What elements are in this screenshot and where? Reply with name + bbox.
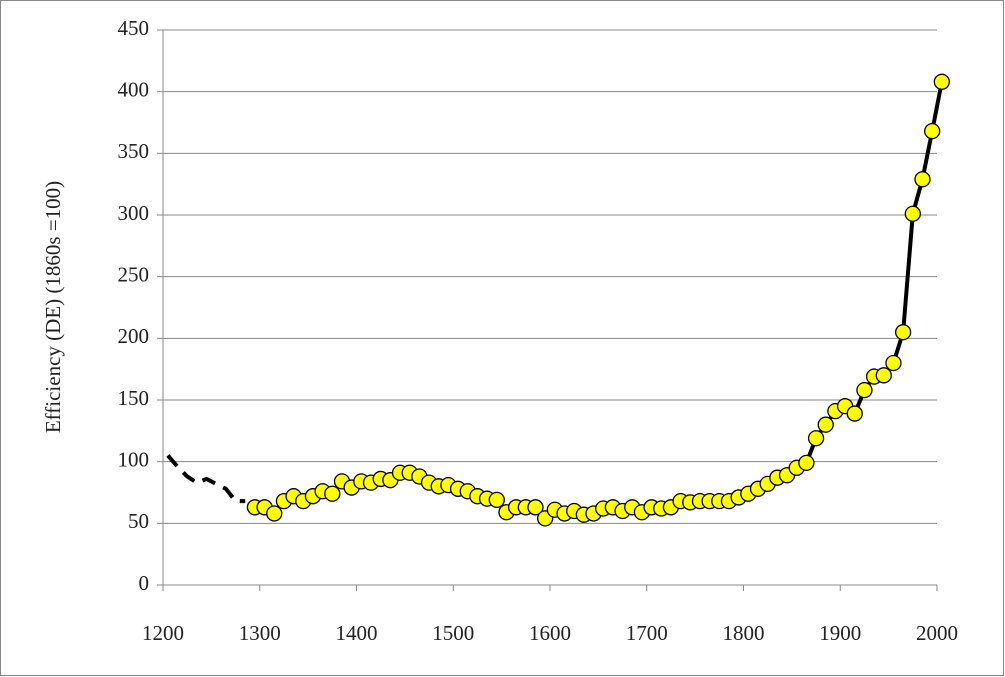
data-point xyxy=(914,171,931,188)
x-tick-label: 1800 xyxy=(723,621,765,645)
line-series xyxy=(166,454,246,504)
data-point xyxy=(875,367,892,384)
y-tick-label: 150 xyxy=(118,386,150,410)
data-point xyxy=(856,381,873,399)
data-point xyxy=(885,354,902,372)
y-tick-label: 400 xyxy=(118,77,150,101)
x-tick-label: 1400 xyxy=(336,621,378,645)
data-point xyxy=(894,324,912,341)
data-point xyxy=(324,485,341,502)
x-tick-label: 1700 xyxy=(626,621,668,645)
y-axis-label: Efficiency (DE) (1860s =100) xyxy=(41,181,65,433)
data-point xyxy=(527,499,544,516)
y-tick-label: 50 xyxy=(128,509,149,533)
x-tick-label: 1500 xyxy=(432,621,474,645)
y-tick-label: 250 xyxy=(118,262,150,286)
data-point xyxy=(807,430,825,447)
data-point xyxy=(846,405,863,422)
y-tick-label: 450 xyxy=(118,16,150,40)
y-tick-label: 350 xyxy=(118,139,150,163)
data-point xyxy=(798,454,815,472)
x-tick-label: 1900 xyxy=(819,621,861,645)
x-tick-label: 1300 xyxy=(239,621,281,645)
data-point xyxy=(817,416,834,433)
x-tick-label: 2000 xyxy=(916,621,958,645)
data-point xyxy=(488,491,505,509)
x-tick-label: 1600 xyxy=(529,621,571,645)
data-point xyxy=(266,505,283,522)
x-tick-label: 1200 xyxy=(142,621,184,645)
data-point xyxy=(924,122,941,140)
y-tick-label: 100 xyxy=(118,447,150,471)
data-point xyxy=(904,205,921,222)
data-point xyxy=(933,73,950,90)
y-tick-label: 300 xyxy=(118,201,150,225)
y-tick-label: 0 xyxy=(139,571,150,595)
y-tick-label: 200 xyxy=(118,324,150,348)
